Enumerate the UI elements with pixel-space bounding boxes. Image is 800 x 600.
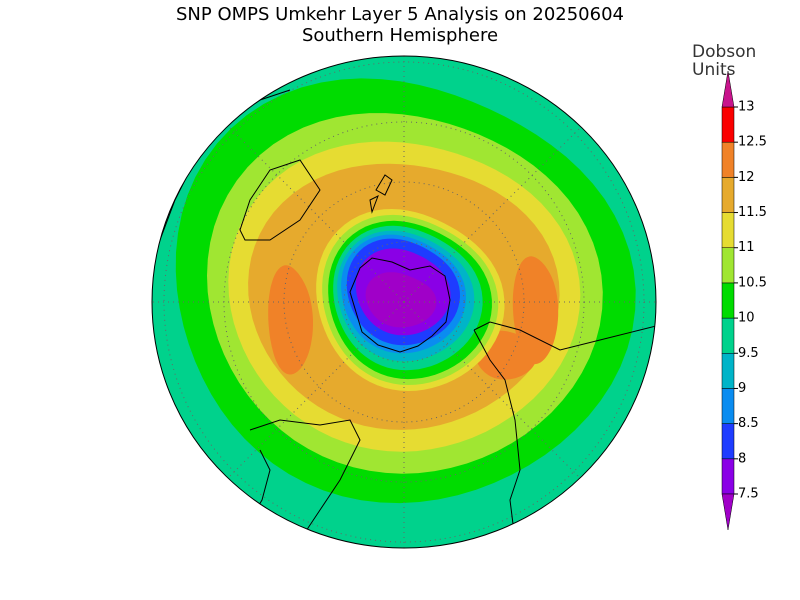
contour-region xyxy=(512,256,559,365)
title: SNP OMPS Umkehr Layer 5 Analysis on 2025… xyxy=(176,4,624,25)
colorbar-label: 12.5 xyxy=(738,135,767,150)
colorbar-band xyxy=(721,388,735,424)
colorbar: 7.5 8 8.5 9 9.5 10 10.5 11 11.5 12 12.5 13 xyxy=(721,70,767,531)
colorbar-title: Units xyxy=(692,60,736,80)
contour-region xyxy=(268,265,313,375)
colorbar-band xyxy=(721,353,735,389)
colorbar-label: 12 xyxy=(738,170,755,185)
colorbar-label: 7.5 xyxy=(738,487,759,502)
colorbar-band xyxy=(721,458,735,495)
colorbar-band xyxy=(721,423,735,460)
colorbar-label: 11 xyxy=(738,240,755,255)
colorbar-label: 10.5 xyxy=(738,275,767,290)
colorbar-label: 8 xyxy=(738,451,746,466)
colorbar-label: 9.5 xyxy=(738,346,759,361)
colorbar-band xyxy=(721,106,735,143)
subtitle: Southern Hemisphere xyxy=(302,25,498,46)
colorbar-label: 8.5 xyxy=(738,416,759,431)
colorbar-band xyxy=(721,282,735,319)
map-overlay xyxy=(152,56,656,548)
colorbar-band xyxy=(721,177,735,213)
colorbar-band xyxy=(721,317,735,354)
colorbar-under xyxy=(721,493,735,531)
colorbar-band xyxy=(721,247,735,284)
colorbar-label: 13 xyxy=(738,100,755,115)
colorbar-label: 10 xyxy=(738,311,755,326)
colorbar-label: 11.5 xyxy=(738,205,767,220)
contour-region xyxy=(365,272,437,328)
colorbar-band xyxy=(721,212,735,248)
colorbar-label: 9 xyxy=(738,381,746,396)
colorbar-band xyxy=(721,141,735,178)
colorbar-over xyxy=(721,70,735,108)
map-border xyxy=(151,55,657,549)
graticule xyxy=(152,56,656,548)
colorbar-title: Dobson xyxy=(692,42,756,62)
